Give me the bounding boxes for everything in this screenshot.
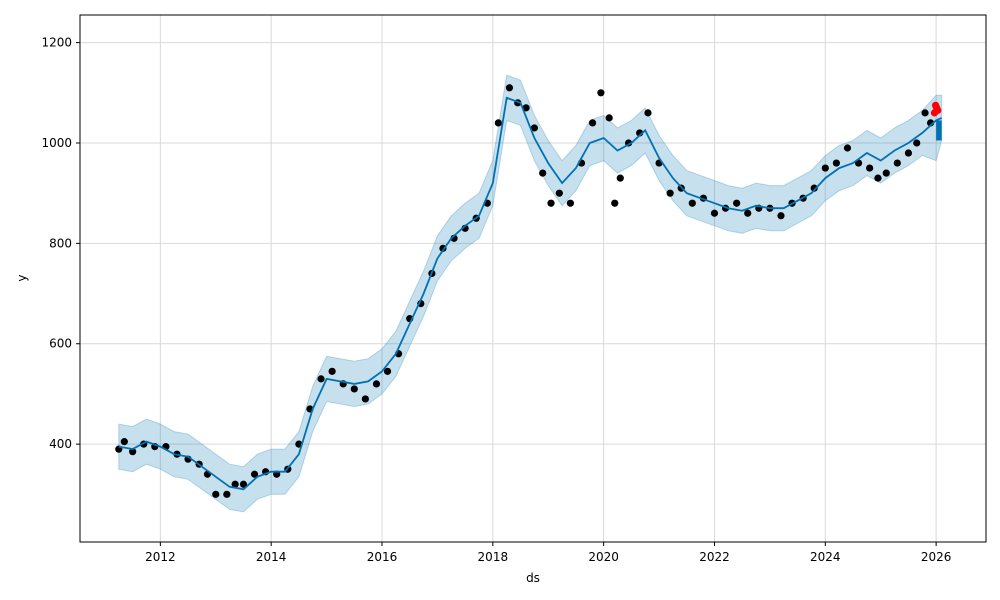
- y-tick-label-4: 1200: [41, 36, 72, 50]
- uncertainty-band: [118, 74, 943, 513]
- y-tick-label-1: 600: [49, 337, 72, 351]
- observed-point-48: [605, 114, 613, 122]
- observed-point-10: [212, 490, 220, 498]
- observed-points: [115, 84, 935, 498]
- x-axis-label: ds: [526, 571, 540, 585]
- observed-point-12: [231, 480, 239, 488]
- observed-point-44: [566, 199, 575, 207]
- observed-point-13: [239, 480, 248, 488]
- observed-point-61: [733, 199, 741, 207]
- observed-point-50: [616, 174, 624, 182]
- forecast-strip-rect: [936, 120, 942, 141]
- x-tick-label-7: 2026: [921, 550, 952, 564]
- observed-point-71: [843, 144, 852, 152]
- x-tick-label-5: 2022: [699, 550, 730, 564]
- observed-point-53: [644, 109, 652, 117]
- observed-point-59: [710, 209, 719, 217]
- observed-point-76: [893, 159, 901, 167]
- observed-point-1: [120, 438, 128, 446]
- y-tick-label-3: 1000: [41, 136, 72, 150]
- observed-point-2: [129, 448, 137, 456]
- observed-point-73: [866, 164, 874, 172]
- observed-point-24: [361, 395, 369, 403]
- x-axis-ticks: 2012 2014 2016 2018 2020 2022 2024 2026: [145, 542, 951, 564]
- observed-point-41: [539, 169, 547, 177]
- grid: [80, 15, 986, 542]
- observed-point-43: [555, 189, 563, 197]
- observed-point-68: [810, 184, 818, 192]
- observed-point-70: [832, 159, 840, 167]
- observed-point-75: [882, 169, 890, 177]
- observed-point-57: [688, 199, 696, 207]
- forecast-line: [118, 96, 943, 491]
- x-tick-label-6: 2024: [810, 550, 841, 564]
- plot-frame: [79, 14, 987, 543]
- observed-point-47: [597, 89, 605, 97]
- interval-band: [118, 74, 943, 513]
- observed-point-40: [530, 124, 538, 132]
- observed-point-23: [350, 385, 358, 393]
- observed-point-78: [913, 139, 921, 147]
- y-tick-label-2: 800: [49, 236, 72, 250]
- observed-point-55: [666, 189, 674, 197]
- y-axis-ticks: 400 600 800 1000 1200: [41, 36, 80, 451]
- observed-point-79: [921, 109, 929, 117]
- observed-point-37: [505, 84, 514, 92]
- observed-point-77: [904, 149, 913, 157]
- observed-point-42: [547, 199, 555, 207]
- forecast-line-path: [118, 96, 943, 491]
- highlight-point-3: [934, 106, 942, 114]
- x-tick-label-4: 2020: [588, 550, 619, 564]
- x-tick-label-3: 2018: [478, 550, 509, 564]
- observed-point-69: [821, 164, 829, 172]
- observed-point-11: [223, 490, 231, 498]
- observed-point-49: [611, 199, 619, 207]
- highlight-points: [930, 101, 942, 117]
- observed-point-65: [777, 212, 785, 220]
- x-tick-label-2: 2016: [367, 550, 398, 564]
- observed-point-46: [588, 119, 597, 127]
- observed-point-21: [328, 367, 336, 375]
- observed-point-14: [250, 470, 259, 478]
- y-axis-label: y: [15, 274, 29, 281]
- x-tick-label-1: 2014: [256, 550, 287, 564]
- observed-point-20: [317, 375, 325, 383]
- observed-point-39: [522, 104, 530, 112]
- observed-point-25: [372, 380, 381, 388]
- observed-point-74: [874, 174, 882, 182]
- y-tick-label-0: 400: [49, 437, 72, 451]
- observed-point-62: [744, 209, 752, 217]
- forecast-strip: [936, 120, 942, 141]
- observed-point-36: [494, 119, 502, 127]
- observed-point-26: [383, 367, 392, 375]
- x-tick-label-0: 2012: [145, 550, 176, 564]
